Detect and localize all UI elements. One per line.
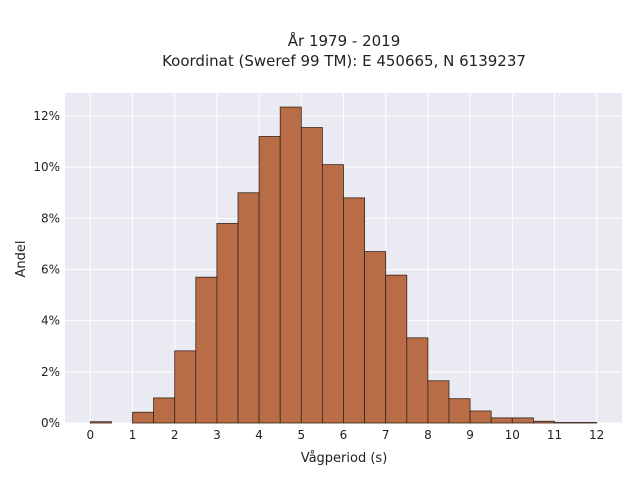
histogram-bar [385, 274, 408, 424]
x-tick-label: 11 [547, 428, 562, 442]
histogram-bar [195, 276, 218, 424]
histogram-bar [427, 380, 450, 424]
histogram-bar [153, 397, 176, 424]
histogram-bar [448, 398, 471, 424]
y-tick-label: 0% [41, 416, 60, 430]
y-tick-label: 12% [33, 109, 60, 123]
histogram-bar [216, 223, 239, 424]
histogram-bar [300, 127, 323, 424]
histogram-bar [490, 417, 513, 424]
y-tick-label: 10% [33, 160, 60, 174]
y-tick-label: 8% [41, 211, 60, 225]
x-tick-label: 5 [297, 428, 305, 442]
x-tick-label: 9 [466, 428, 474, 442]
chart-title-line-1: År 1979 - 2019 [288, 31, 401, 50]
histogram-bar [237, 192, 260, 424]
y-tick-label: 4% [41, 314, 60, 328]
histogram-bar [406, 337, 429, 424]
x-tick-label: 12 [589, 428, 604, 442]
histogram-bar [575, 422, 598, 424]
x-axis-ticks: 0 1 2 3 4 5 6 7 8 9 10 11 12 [86, 428, 604, 442]
x-axis-label: Vågperiod (s) [301, 451, 388, 466]
histogram-bar [364, 251, 387, 424]
histogram-bar [258, 136, 281, 424]
x-tick-label: 10 [505, 428, 520, 442]
x-tick-label: 7 [382, 428, 390, 442]
histogram-bar [469, 410, 492, 424]
bars [89, 106, 598, 424]
histogram-bar [279, 106, 302, 424]
y-axis-ticks: 0% 2% 4% 6% 8% 10% 12% [33, 109, 60, 430]
y-axis-label: Andel [14, 241, 29, 278]
y-tick-label: 6% [41, 263, 60, 277]
histogram-bar [89, 421, 112, 424]
histogram-bar [132, 411, 155, 424]
histogram-bar [322, 164, 344, 424]
x-tick-label: 2 [171, 428, 179, 442]
x-tick-label: 3 [213, 428, 221, 442]
histogram-bar [532, 420, 555, 424]
y-tick-label: 2% [41, 365, 60, 379]
histogram-bar [343, 197, 365, 424]
chart-title-line-2: Koordinat (Sweref 99 TM): E 450665, N 61… [162, 52, 526, 70]
histogram-bar [174, 350, 197, 424]
x-tick-label: 1 [129, 428, 137, 442]
x-tick-label: 6 [340, 428, 348, 442]
x-tick-label: 4 [255, 428, 263, 442]
histogram-bar [511, 417, 534, 424]
x-tick-label: 0 [86, 428, 94, 442]
histogram-bar [554, 422, 576, 424]
x-tick-label: 8 [424, 428, 432, 442]
